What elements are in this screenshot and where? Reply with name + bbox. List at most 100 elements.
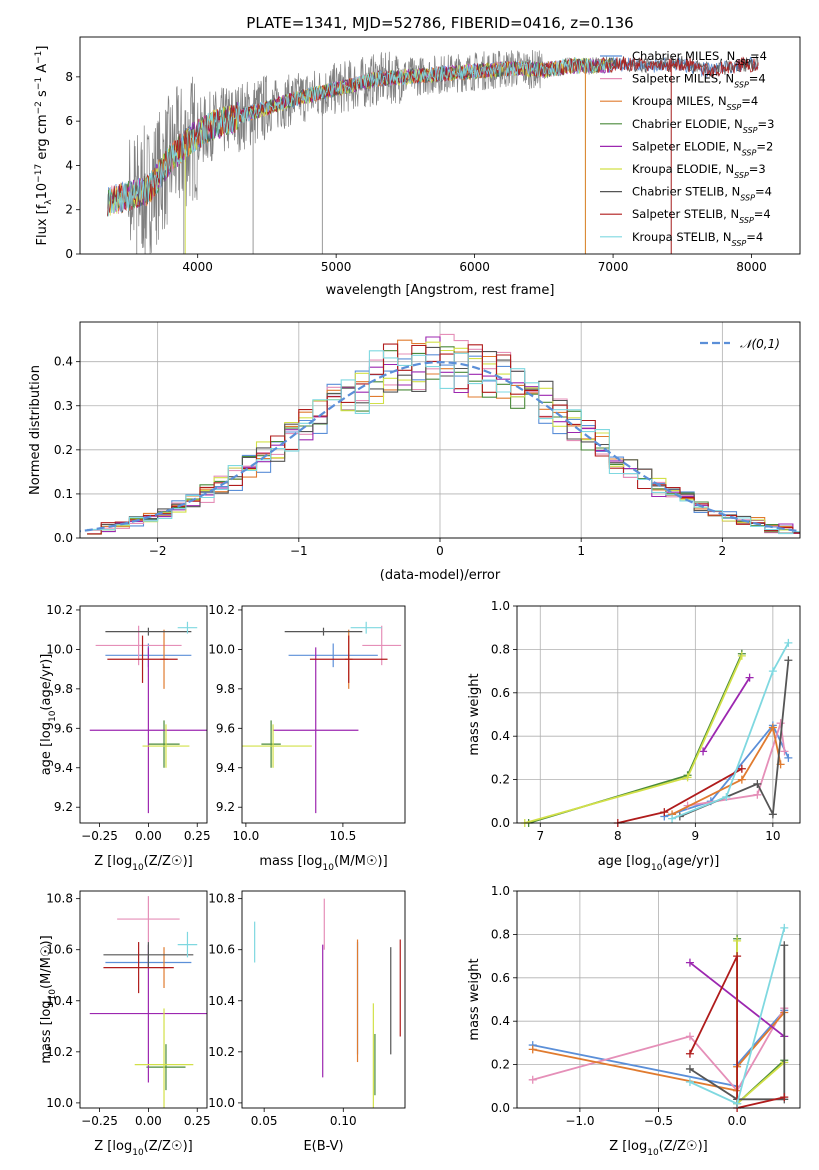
y-tick-label: 4 [65, 158, 73, 172]
x-tick-label: 1 [577, 544, 585, 558]
weight-marker-stelib_kroupa [685, 1077, 694, 1086]
axes-frame [516, 890, 801, 1109]
axes-frame [241, 890, 406, 1109]
label-part: log [39, 1000, 54, 1020]
x-tick-label: −0.25 [81, 829, 118, 843]
y-tick-label: 0.1 [54, 487, 73, 501]
label-part: Z [ [94, 854, 112, 869]
legend: Chabrier MILES, NSSP=4 Salpeter MILES, NS… [600, 49, 774, 247]
axes-7: −1.0 −0.5 0.0 0.0 0.2 0.4 0.6 0.8 1.0 [491, 884, 801, 1128]
label-part: mass [ [259, 854, 302, 869]
x-axis-label: Z [log10(Z/Z☉)] [94, 854, 192, 873]
y-tick-label: 0.8 [491, 642, 510, 656]
label-part: 10 [48, 710, 58, 722]
y-tick-label: 10.4 [46, 994, 73, 1008]
y-tick-label: 9.2 [216, 800, 235, 814]
y-tick-label: 1.0 [491, 884, 510, 898]
legend-entry: Kroupa ELODIE, NSSP=3 [632, 162, 766, 180]
y-tick-label: 9.6 [54, 721, 73, 735]
label-part: (Z/Z☉)] [144, 1139, 193, 1154]
histogram-elodie_chabrier [87, 346, 800, 535]
label-part: 10 [132, 1148, 144, 1158]
x-axis-label: wavelength [Angstrom, rest frame] [326, 283, 555, 298]
x-tick-label: 0.0 [728, 1114, 747, 1128]
label-part: (age/yr)] [39, 654, 54, 711]
y-tick-label: 9.4 [216, 761, 235, 775]
y-tick-label: 0.4 [491, 1014, 510, 1028]
x-tick-label: 7000 [598, 260, 629, 274]
label-part: 10 [132, 863, 144, 873]
y-tick-label: 0.0 [54, 531, 73, 545]
label-part: wavelength [Angstrom, rest frame] [326, 283, 555, 298]
weight-marker-stelib_kroupa [784, 638, 793, 647]
weight-marker-elodie_kroupa [683, 773, 692, 782]
label-part: 10 [323, 863, 335, 873]
weight-marker-stelib_kroupa [768, 667, 777, 676]
axes-frame [79, 36, 801, 255]
weight-marker-miles_salpeter [780, 747, 789, 756]
axes-2: −0.25 0.00 0.25 9.2 9.4 9.6 9.8 10.0 10.2 [46, 603, 210, 843]
label-part: −1 [34, 51, 44, 64]
x-tick-label: 0.10 [330, 1114, 357, 1128]
label-part: E(B-V) [303, 1139, 343, 1154]
y-tick-label: 0.4 [54, 355, 73, 369]
y-tick-label: 0.2 [491, 773, 510, 787]
y-tick-label: 6 [65, 114, 73, 128]
weight-marker-elodie_kroupa [737, 651, 746, 660]
y-tick-label: 0.3 [54, 399, 73, 413]
weight-marker-elodie_salpeter [745, 673, 754, 682]
weight-marker-miles_kroupa [768, 723, 777, 732]
x-tick-label: 6000 [459, 260, 490, 274]
y-tick-label: 2 [65, 203, 73, 217]
label-part: Z [ [609, 1139, 627, 1154]
y-tick-label: 10.8 [208, 892, 235, 906]
y-axis-label: Normed distribution [28, 365, 43, 495]
weight-marker-stelib_chabrier [780, 941, 789, 950]
weight-marker-miles_chabrier [784, 753, 793, 762]
y-tick-label: 8 [65, 70, 73, 84]
label-part: mass weight [467, 958, 482, 1040]
y-tick-label: 10.2 [46, 1045, 73, 1059]
weight-marker-stelib_kroupa [780, 923, 789, 932]
label-part: 10 [651, 863, 663, 873]
y-tick-label: 10.2 [208, 603, 235, 617]
y-tick-label: 10.0 [46, 1096, 73, 1110]
y-tick-label: 9.8 [54, 682, 73, 696]
y-tick-label: 10.2 [208, 1045, 235, 1059]
label-part: Z [ [94, 1139, 112, 1154]
legend-entry: Salpeter STELIB, NSSP=4 [632, 207, 771, 225]
y-tick-label: 9.6 [216, 721, 235, 735]
label-part: 10 [647, 1148, 659, 1158]
label-part: (M/M☉)] [334, 854, 388, 869]
legend-entry: Salpeter MILES, NSSP=4 [632, 72, 766, 90]
weight-line-miles_chabrier [664, 723, 790, 818]
label-part: Flux [f [35, 204, 50, 245]
weight-marker-stelib_salpeter [685, 1049, 694, 1058]
x-tick-label: 9 [692, 829, 700, 843]
label-part: mass weight [467, 673, 482, 755]
label-part: (data-model)/error [380, 568, 501, 583]
y-tick-label: 0.0 [491, 816, 510, 830]
weight-marker-stelib_kroupa [722, 792, 731, 801]
y-tick-label: 0.2 [54, 443, 73, 457]
weight-marker-stelib_salpeter [780, 1093, 789, 1102]
y-tick-label: 10.6 [46, 943, 73, 957]
y-tick-label: 10.8 [46, 892, 73, 906]
weight-line-stelib_chabrier [689, 945, 786, 1101]
legend-entry: Kroupa STELIB, NSSP=4 [632, 230, 763, 248]
x-tick-label: 0.05 [251, 1114, 278, 1128]
label-part: (M/M☉)] [39, 935, 54, 989]
y-tick-label: 0.0 [491, 1101, 510, 1115]
y-tick-label: 0.2 [491, 1058, 510, 1072]
x-tick-label: 0.00 [135, 1114, 162, 1128]
label-part: log [39, 722, 54, 742]
label-part: −1 [34, 77, 44, 90]
x-axis-label: (data-model)/error [380, 568, 501, 583]
weight-marker-miles_kroupa [528, 1045, 537, 1054]
label-part: Normed distribution [28, 365, 43, 495]
x-tick-label: 10.5 [330, 829, 357, 843]
y-axis-label: mass weight [467, 958, 482, 1040]
x-tick-label: 10 [765, 829, 780, 843]
histogram-miles_kroupa [87, 339, 800, 533]
